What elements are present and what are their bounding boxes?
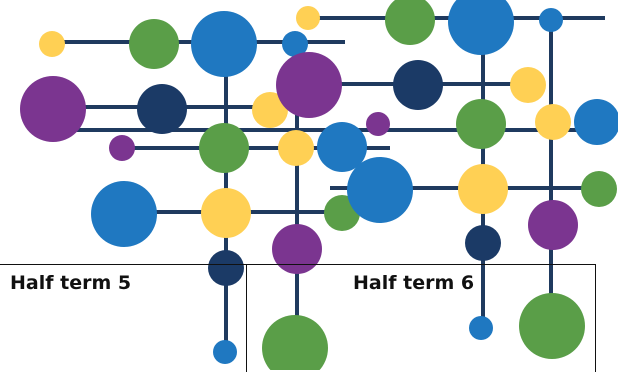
blue-node: [191, 11, 257, 77]
half-term-6-panel: [246, 264, 596, 372]
yellow-node: [252, 92, 288, 128]
purple-node: [20, 76, 86, 142]
green-node: [519, 293, 585, 359]
green-node: [199, 123, 249, 173]
blue-node: [91, 181, 157, 247]
half-term-5-label: Half term 5: [10, 272, 132, 294]
purple-node: [109, 135, 135, 161]
yellow-node: [201, 188, 251, 238]
green-node: [385, 0, 435, 45]
green-node: [129, 19, 179, 69]
yellow-node: [458, 164, 508, 214]
navy-node: [393, 60, 443, 110]
yellow-node: [296, 6, 320, 30]
green-node: [262, 315, 328, 370]
half-term-6-label: Half term 6: [353, 272, 475, 294]
blue-node: [317, 122, 367, 172]
blue-node: [469, 316, 493, 340]
blue-node: [448, 0, 514, 55]
blue-node: [282, 31, 308, 57]
green-node: [581, 171, 617, 207]
purple-node: [528, 200, 578, 250]
yellow-node: [278, 130, 314, 166]
yellow-node: [510, 67, 546, 103]
purple-node: [366, 112, 390, 136]
blue-node: [574, 99, 618, 145]
blue-node: [539, 8, 563, 32]
purple-node: [276, 52, 342, 118]
navy-node: [208, 250, 244, 286]
green-node: [456, 99, 506, 149]
navy-node: [137, 84, 187, 134]
blue-node: [213, 340, 237, 364]
blue-node: [347, 157, 413, 223]
yellow-node: [39, 31, 65, 57]
yellow-node: [535, 104, 571, 140]
purple-node: [272, 224, 322, 274]
navy-node: [465, 225, 501, 261]
